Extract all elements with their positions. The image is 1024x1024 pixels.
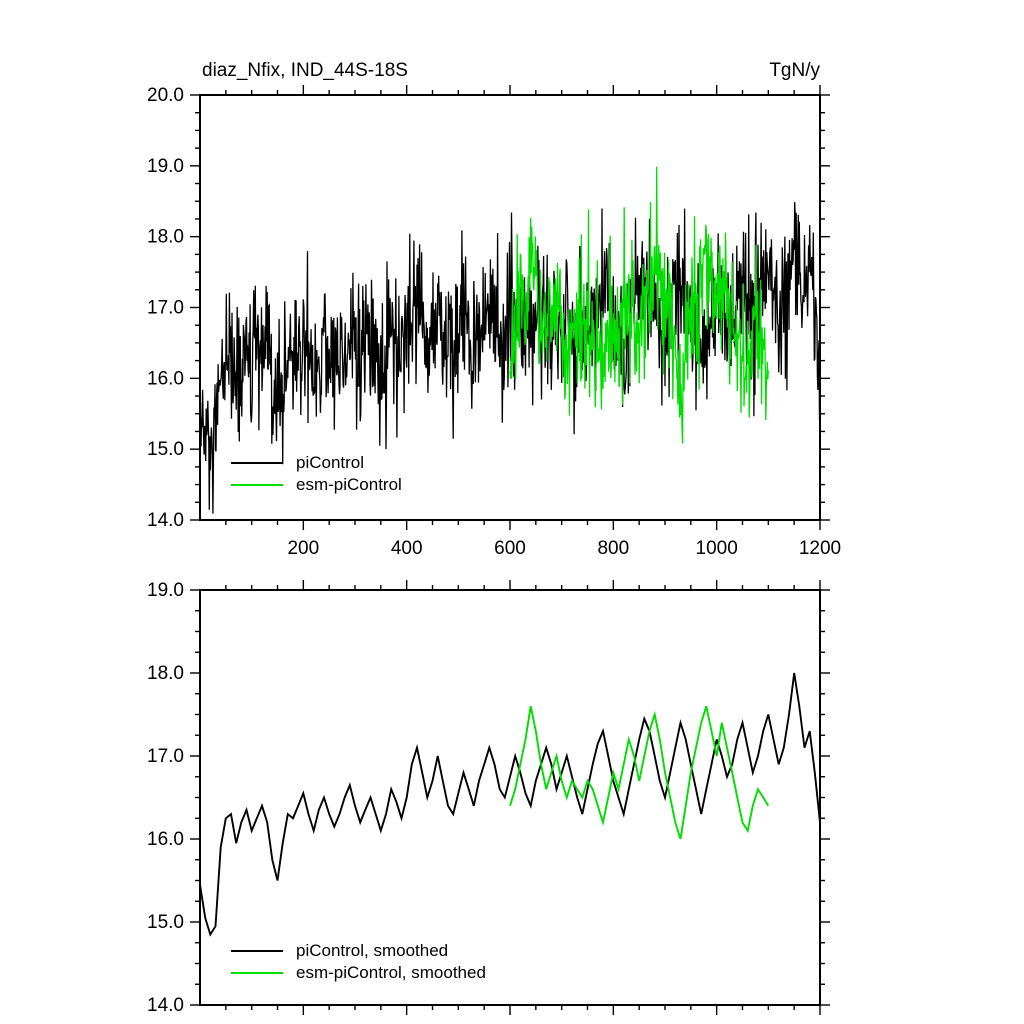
y-tick-label: 14.0 [147,510,184,531]
x-tick-label: 1000 [696,538,738,559]
legend-item-esm-picontrol: esm-piControl [231,475,402,495]
series-line-esm-picontrol-smoothed [509,705,770,840]
x-tick-label: 200 [287,538,319,559]
y-tick-label: 16.0 [147,368,184,389]
legend-item-picontrol-smoothed: piControl, smoothed [231,941,486,961]
legend-bottom: piControl, smoothed esm-piControl, smoot… [231,941,486,983]
x-tick-label: 400 [391,538,423,559]
y-tick-label: 19.0 [147,156,184,177]
series-line-esm-picontrol [509,166,769,444]
x-tick-label: 800 [597,538,629,559]
legend-label: piControl [296,453,365,472]
y-tick-label: 16.0 [147,829,184,850]
x-tick-label: 600 [494,538,526,559]
series-line-picontrol-smoothed [200,672,820,937]
y-tick-label: 14.0 [147,995,184,1016]
legend-label: esm-piControl [296,475,402,494]
y-tick-label: 17.0 [147,746,184,767]
legend-label: esm-piControl, smoothed [296,963,486,982]
legend-item-picontrol: piControl [231,453,402,473]
picontrol-line-swatch [231,462,283,464]
esm-picontrol-line-swatch [231,484,283,486]
legend-top: piControl esm-piControl [231,453,402,495]
y-tick-label: 18.0 [147,663,184,684]
y-tick-label: 19.0 [147,580,184,601]
legend-label: piControl, smoothed [296,941,449,960]
units-label: TgN/y [769,60,820,81]
y-tick-label: 18.0 [147,227,184,248]
plot-title: diaz_Nfix, IND_44S-18S [202,60,408,81]
x-tick-label: 1200 [799,538,841,559]
y-tick-label: 15.0 [147,912,184,933]
y-tick-label: 15.0 [147,439,184,460]
picontrol-smoothed-line-swatch [231,950,283,952]
legend-item-esm-picontrol-smoothed: esm-piControl, smoothed [231,963,486,983]
y-tick-label: 20.0 [147,85,184,106]
y-tick-label: 17.0 [147,298,184,319]
esm-picontrol-smoothed-line-swatch [231,972,283,974]
